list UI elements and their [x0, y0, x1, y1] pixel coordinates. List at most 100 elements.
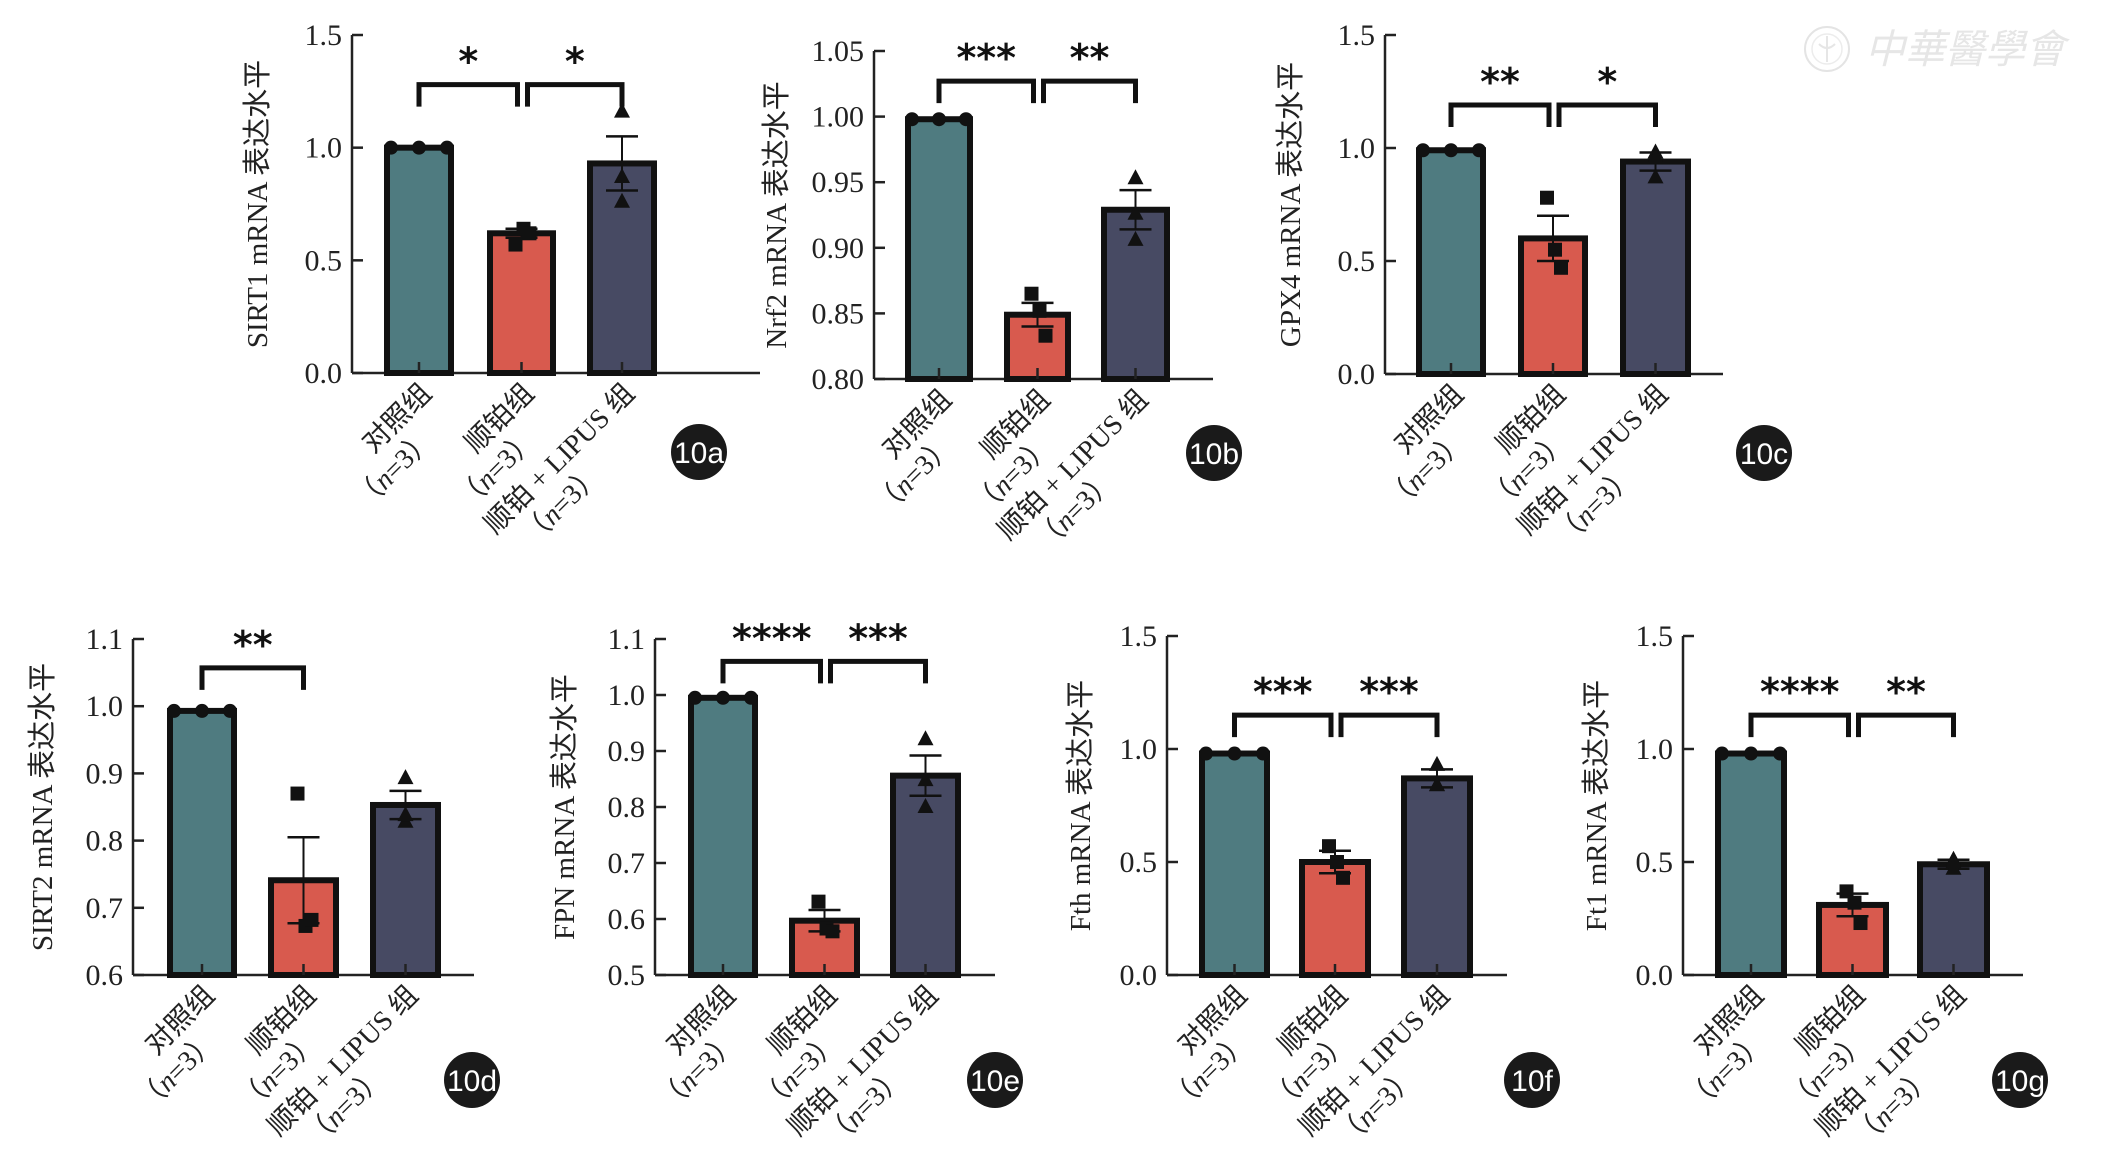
panel-badge-circle: [1992, 1052, 2048, 1108]
data-point-triangle: [1127, 230, 1144, 246]
significance-label: *: [458, 40, 478, 84]
y-tick-label: 0.5: [608, 959, 646, 992]
significance-label: **: [1886, 670, 1926, 714]
y-tick-label: 0.7: [86, 892, 124, 925]
data-point-triangle: [1945, 853, 1962, 868]
significance-label: ***: [848, 616, 908, 660]
panel-badge: 10e: [967, 1052, 1023, 1108]
y-tick-label: 1.5: [305, 19, 343, 52]
y-axis-label: SIRT1 mRNA 表达水平: [241, 60, 274, 348]
data-point-square: [1540, 190, 1554, 205]
category-label-0: 对照组（n=3）: [131, 979, 224, 1117]
significance-label: **: [1480, 60, 1520, 104]
data-point-circle: [1472, 143, 1486, 158]
data-point-circle: [1256, 746, 1270, 761]
significance-label: *: [565, 40, 585, 84]
data-point-square: [1853, 916, 1868, 931]
data-point-circle: [905, 112, 919, 127]
panel-badge: 10d: [444, 1052, 500, 1108]
panel-badge: 10g: [1992, 1052, 2048, 1108]
bar-0: [1715, 750, 1787, 979]
data-point-circle: [1227, 746, 1242, 761]
data-point-triangle: [1647, 168, 1664, 184]
data-point-square: [825, 924, 840, 939]
data-point-square: [811, 894, 826, 909]
data-point-triangle: [1429, 755, 1445, 771]
significance-label: ***: [1253, 670, 1313, 714]
data-point-square: [522, 226, 537, 241]
data-point-square: [1847, 895, 1862, 910]
category-label-1: 顺铂组（n=3）: [966, 383, 1059, 521]
chart-10b: 0.80 0.85 0.90 0.95 1.00 1.05 Nrf2 mRNA 表达水平 **…: [760, 35, 1242, 557]
y-tick-label: 1.1: [86, 623, 124, 656]
data-point-circle: [167, 703, 181, 718]
panel-badge: 10b: [1186, 425, 1242, 481]
panel-badge-circle: [1736, 425, 1792, 481]
bar-2: [1917, 861, 1990, 979]
data-point-triangle: [1647, 148, 1664, 164]
data-point-circle: [959, 112, 973, 127]
panel-badge-label: 10a: [674, 437, 724, 470]
data-point-square: [1024, 286, 1039, 301]
data-point-triangle: [614, 192, 630, 208]
panel-badge-label: 10d: [447, 1065, 497, 1098]
y-tick-label: 1.5: [1636, 620, 1674, 653]
data-point-triangle: [917, 730, 934, 746]
y-tick-label: 0.0: [305, 357, 343, 390]
chart-10d: 0.6 0.7 0.8 0.9 1.0 1.1 SIRT2 mRNA 表达水平 ** 对照组（n…: [26, 623, 500, 1153]
y-tick-label: 1.5: [1338, 19, 1376, 52]
data-point-circle: [688, 690, 702, 705]
significance-bracket: [1041, 78, 1138, 104]
society-seal-icon: [1804, 26, 1850, 72]
data-point-triangle: [614, 167, 630, 183]
significance-bracket: [720, 658, 823, 684]
y-tick-label: 0.80: [812, 363, 865, 396]
data-point-triangle: [917, 771, 934, 787]
data-point-square: [1839, 884, 1854, 899]
category-label-0: 对照组（n=3）: [1163, 979, 1256, 1117]
watermark-text: 中華醫學會: [1865, 27, 2070, 73]
data-point-square: [1032, 303, 1047, 318]
bar-2: [1401, 775, 1473, 978]
bar-0: [1416, 147, 1486, 377]
y-tick-label: 1.0: [1636, 733, 1674, 766]
y-tick-label: 0.0: [1636, 959, 1674, 992]
y-tick-label: 1.0: [608, 679, 646, 712]
y-axis-label: Ft1 mRNA 表达水平: [1580, 680, 1613, 931]
significance-bracket: [936, 78, 1036, 104]
significance-label: **: [233, 623, 273, 667]
data-point-triangle: [917, 798, 934, 813]
data-point-square: [1330, 855, 1344, 869]
y-tick-label: 0.0: [1338, 358, 1376, 391]
y-tick-label: 1.0: [1338, 132, 1376, 165]
panel-badge: 10a: [671, 424, 727, 480]
category-n: （n=3）: [1680, 1025, 1773, 1118]
y-tick-label: 0.90: [812, 232, 865, 265]
data-point-square: [1038, 328, 1053, 343]
y-axis-label: FPN mRNA 表达水平: [548, 674, 581, 940]
data-point-circle: [195, 703, 209, 718]
data-point-circle: [440, 140, 454, 155]
data-point-circle: [1199, 746, 1213, 761]
bar-0: [384, 144, 454, 376]
significance-bracket: [525, 82, 625, 107]
data-point-triangle: [1127, 169, 1144, 185]
data-point-square: [304, 912, 319, 927]
y-tick-label: 1.0: [86, 690, 124, 723]
data-point-square: [1548, 242, 1562, 257]
data-point-circle: [1744, 746, 1758, 761]
data-point-square: [508, 237, 523, 252]
bar-2: [1620, 158, 1691, 377]
bar-2: [370, 801, 441, 979]
y-axis-label: Nrf2 mRNA 表达水平: [760, 81, 793, 348]
data-point-circle: [744, 690, 758, 705]
bar-0: [1199, 750, 1270, 979]
data-point-square: [290, 786, 305, 801]
panel-badge: 10f: [1504, 1052, 1560, 1108]
y-tick-label: 0.0: [1120, 959, 1158, 992]
significance-bracket: [199, 665, 306, 690]
panel-badge-label: 10e: [970, 1065, 1020, 1098]
y-tick-label: 0.5: [1338, 245, 1376, 278]
